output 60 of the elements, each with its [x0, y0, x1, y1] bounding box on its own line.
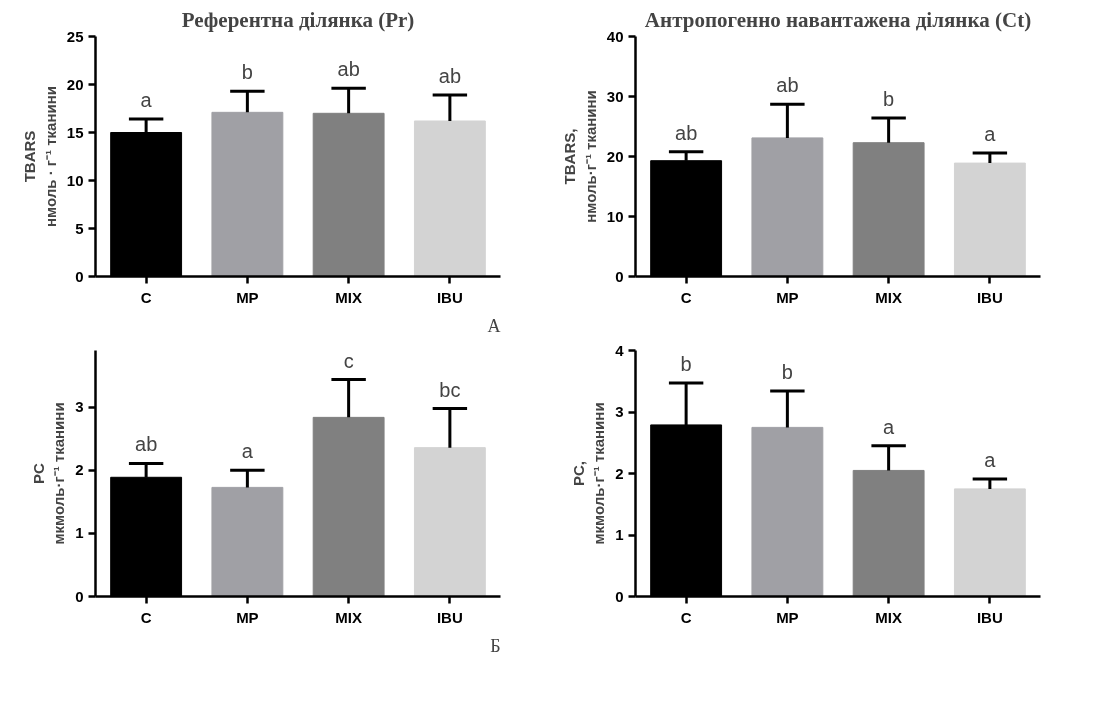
- x-tick-label: IBU: [436, 288, 463, 306]
- y-tick-label: 2: [615, 464, 624, 482]
- x-tick-label: IBU: [436, 608, 463, 626]
- x-tick-label: C: [680, 608, 692, 626]
- x-tick-label: MIX: [875, 608, 902, 626]
- annotation: b: [781, 361, 793, 384]
- text: А: [487, 315, 501, 336]
- annotation: b: [680, 353, 692, 376]
- y-tick-label: 4: [615, 341, 625, 359]
- chart-title: Референтна ділянка (Pr): [181, 7, 415, 32]
- x-tick-label: MP: [236, 288, 259, 306]
- y-tick-label: 3: [75, 398, 84, 416]
- x-tick-label: C: [680, 288, 692, 306]
- annotation: b: [883, 88, 895, 111]
- y-tick-label: 5: [75, 219, 84, 237]
- y-tick-label: 2: [75, 461, 84, 479]
- y-tick-label: 10: [606, 207, 624, 225]
- text: Б: [490, 635, 501, 656]
- y-tick-label: 0: [615, 587, 624, 605]
- annotation: a: [883, 415, 896, 438]
- y-tick-label: 25: [66, 27, 84, 45]
- annotation: ab: [135, 433, 158, 456]
- annotation: c: [343, 349, 354, 372]
- annotation: bc: [439, 378, 461, 401]
- y-axis-title: TBARS, нмоль·г⁻¹ тканини: [561, 90, 599, 223]
- y-tick-label: 10: [66, 171, 84, 189]
- annotation: b: [241, 61, 253, 84]
- x-tick-label: MP: [776, 288, 799, 306]
- y-axis-title: PC, мкмоль·г⁻¹ тканини: [569, 402, 608, 545]
- y-tick-label: 15: [66, 123, 84, 141]
- x-tick-label: C: [140, 608, 152, 626]
- annotation: ab: [776, 74, 799, 97]
- y-tick-label: 1: [615, 526, 624, 543]
- y-tick-label: 1: [75, 524, 84, 542]
- y-tick-label: 40: [606, 27, 624, 45]
- x-tick-label: IBU: [976, 288, 1003, 306]
- y-tick-label: 0: [75, 587, 84, 605]
- y-tick-label: 20: [606, 147, 624, 165]
- x-tick-label: IBU: [976, 608, 1003, 626]
- chart-title: Антропогенно навантажена ділянка (Ct): [644, 7, 1032, 32]
- y-axis-title: PC мкмоль·г⁻¹ тканини: [29, 402, 68, 545]
- y-tick-label: 3: [615, 403, 624, 420]
- y-tick-label: 30: [606, 87, 624, 105]
- annotation: a: [984, 449, 997, 472]
- x-tick-label: MIX: [335, 288, 362, 306]
- x-tick-label: MIX: [875, 288, 902, 306]
- annotation: a: [140, 89, 153, 112]
- y-tick-label: 0: [615, 267, 624, 285]
- x-tick-label: MP: [236, 608, 259, 626]
- annotation: ab: [337, 58, 360, 81]
- annotation: a: [241, 440, 254, 463]
- x-tick-label: C: [140, 288, 152, 306]
- x-tick-label: MIX: [335, 608, 362, 626]
- y-axis-title: TBARS нмоль · г⁻¹ тканини: [21, 86, 59, 227]
- y-tick-label: 0: [75, 267, 84, 285]
- annotation: ab: [438, 65, 461, 88]
- annotation: ab: [675, 121, 698, 144]
- y-tick-label: 20: [66, 75, 84, 93]
- x-tick-label: MP: [776, 608, 799, 626]
- annotation: a: [984, 122, 997, 145]
